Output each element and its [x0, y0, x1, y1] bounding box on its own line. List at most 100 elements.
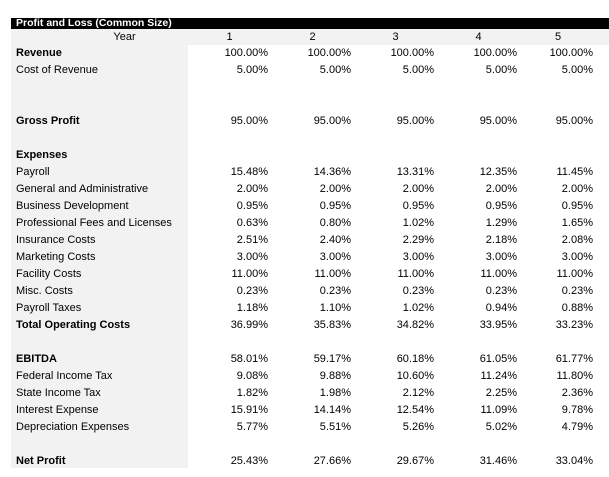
cell-value: 11.80% [556, 370, 594, 382]
cell-value: 1.02% [402, 217, 434, 229]
cell-value: 33.04% [555, 455, 593, 467]
cell-value: 5.00% [485, 64, 517, 76]
row-label: Net Profit [16, 455, 66, 467]
cell-value [437, 130, 520, 147]
cell-value [188, 436, 271, 453]
cell-value: 0.23% [402, 285, 434, 297]
cell-value: 0.88% [561, 302, 593, 314]
cell-value: 0.95% [561, 200, 593, 212]
row-label: Total Operating Costs [16, 319, 131, 331]
cell-value [188, 130, 271, 147]
cell-value: 11.00% [231, 268, 269, 280]
cell-value: 95.00% [313, 115, 351, 127]
row-label: Payroll [16, 166, 50, 178]
cell-value: 95.00% [396, 115, 434, 127]
cell-value [354, 334, 437, 351]
year-header-background [11, 29, 609, 45]
cell-value: 95.00% [479, 115, 517, 127]
row-label [11, 130, 188, 147]
table-row: Federal Income Tax 9.08% 9.88% 10.60% 11.24%… [11, 368, 596, 385]
cell-value: 5.77% [236, 421, 268, 433]
cell-value: 0.95% [236, 200, 268, 212]
cell-value: 12.35% [479, 166, 517, 178]
cell-value: 100.00% [224, 47, 268, 59]
cell-value [271, 147, 354, 164]
row-label: General and Administrative [16, 183, 149, 195]
cell-value [188, 96, 271, 113]
year-label: Year [113, 31, 136, 43]
cell-value: 13.31% [396, 166, 434, 178]
row-label: Expenses [16, 149, 68, 161]
label-column-background [11, 45, 188, 468]
table-row: Facility Costs 11.00% 11.00% 11.00% 11.00% 11… [11, 266, 596, 283]
cell-value: 3.00% [402, 251, 434, 263]
cell-value: 14.36% [313, 166, 351, 178]
table-row [11, 334, 596, 351]
table-row: Revenue 100.00% 100.00% 100.00% 100.00% 100.0… [11, 45, 596, 62]
table-row: Cost of Revenue 5.00% 5.00% 5.00% 5.00% 5.00% [11, 62, 596, 79]
cell-value: 0.23% [236, 285, 268, 297]
cell-value: 1.10% [319, 302, 351, 314]
cell-value: 11.24% [480, 370, 518, 382]
row-label: Gross Profit [16, 115, 80, 127]
row-label: Insurance Costs [16, 234, 96, 246]
cell-value: 31.46% [479, 455, 517, 467]
cell-value: 1.65% [561, 217, 593, 229]
cell-value [520, 436, 596, 453]
cell-value [520, 130, 596, 147]
cell-value: 2.25% [485, 387, 517, 399]
table-row: General and Administrative 2.00% 2.00% 2.00… [11, 181, 596, 198]
row-label [11, 334, 188, 351]
cell-value: 29.67% [396, 455, 434, 467]
cell-value: 0.95% [319, 200, 351, 212]
cell-value: 15.48% [230, 166, 268, 178]
cell-value: 0.23% [319, 285, 351, 297]
table-row: Payroll Taxes 1.18% 1.10% 1.02% 0.94% 0.88% [11, 300, 596, 317]
cell-value [354, 79, 437, 96]
cell-value [520, 79, 596, 96]
year-5: 5 [554, 31, 562, 43]
cell-value: 2.36% [561, 387, 593, 399]
cell-value: 5.00% [319, 64, 351, 76]
cell-value: 2.00% [485, 183, 517, 195]
table-row: Insurance Costs 2.51% 2.40% 2.29% 2.18% 2.08% [11, 232, 596, 249]
table-row: Interest Expense 15.91% 14.14% 12.54% 11.09%… [11, 402, 596, 419]
cell-value: 0.80% [319, 217, 351, 229]
row-label: Payroll Taxes [16, 302, 82, 314]
cell-value: 100.00% [473, 47, 517, 59]
year-2: 2 [309, 31, 316, 43]
row-label: State Income Tax [16, 387, 101, 399]
cell-value [520, 96, 596, 113]
cell-value: 1.98% [319, 387, 351, 399]
row-label [11, 79, 188, 96]
table-row [11, 436, 596, 453]
cell-value: 2.00% [236, 183, 268, 195]
row-label: Marketing Costs [16, 251, 96, 263]
cell-value: 2.00% [561, 183, 593, 195]
cell-value [271, 79, 354, 96]
cell-value [271, 334, 354, 351]
cell-value: 0.94% [485, 302, 517, 314]
cell-value: 2.40% [319, 234, 351, 246]
cell-value [437, 436, 520, 453]
row-label: Misc. Costs [16, 285, 73, 297]
cell-value: 0.95% [402, 200, 434, 212]
cell-value: 2.00% [319, 183, 351, 195]
cell-value [520, 334, 596, 351]
cell-value: 58.01% [230, 353, 268, 365]
cell-value: 2.08% [561, 234, 593, 246]
cell-value: 3.00% [561, 251, 593, 263]
cell-value: 1.18% [236, 302, 268, 314]
cell-value: 61.05% [479, 353, 517, 365]
cell-value: 0.95% [485, 200, 517, 212]
table-row: Expenses [11, 147, 596, 164]
cell-value: 95.00% [555, 115, 593, 127]
cell-value: 9.88% [319, 370, 351, 382]
year-3: 3 [392, 31, 399, 43]
cell-value [271, 436, 354, 453]
cell-value: 15.91% [230, 404, 268, 416]
cell-value: 100.00% [549, 47, 593, 59]
row-label [11, 96, 188, 113]
cell-value: 3.00% [236, 251, 268, 263]
table-row: Depreciation Expenses 5.77% 5.51% 5.26% 5.02… [11, 419, 596, 436]
